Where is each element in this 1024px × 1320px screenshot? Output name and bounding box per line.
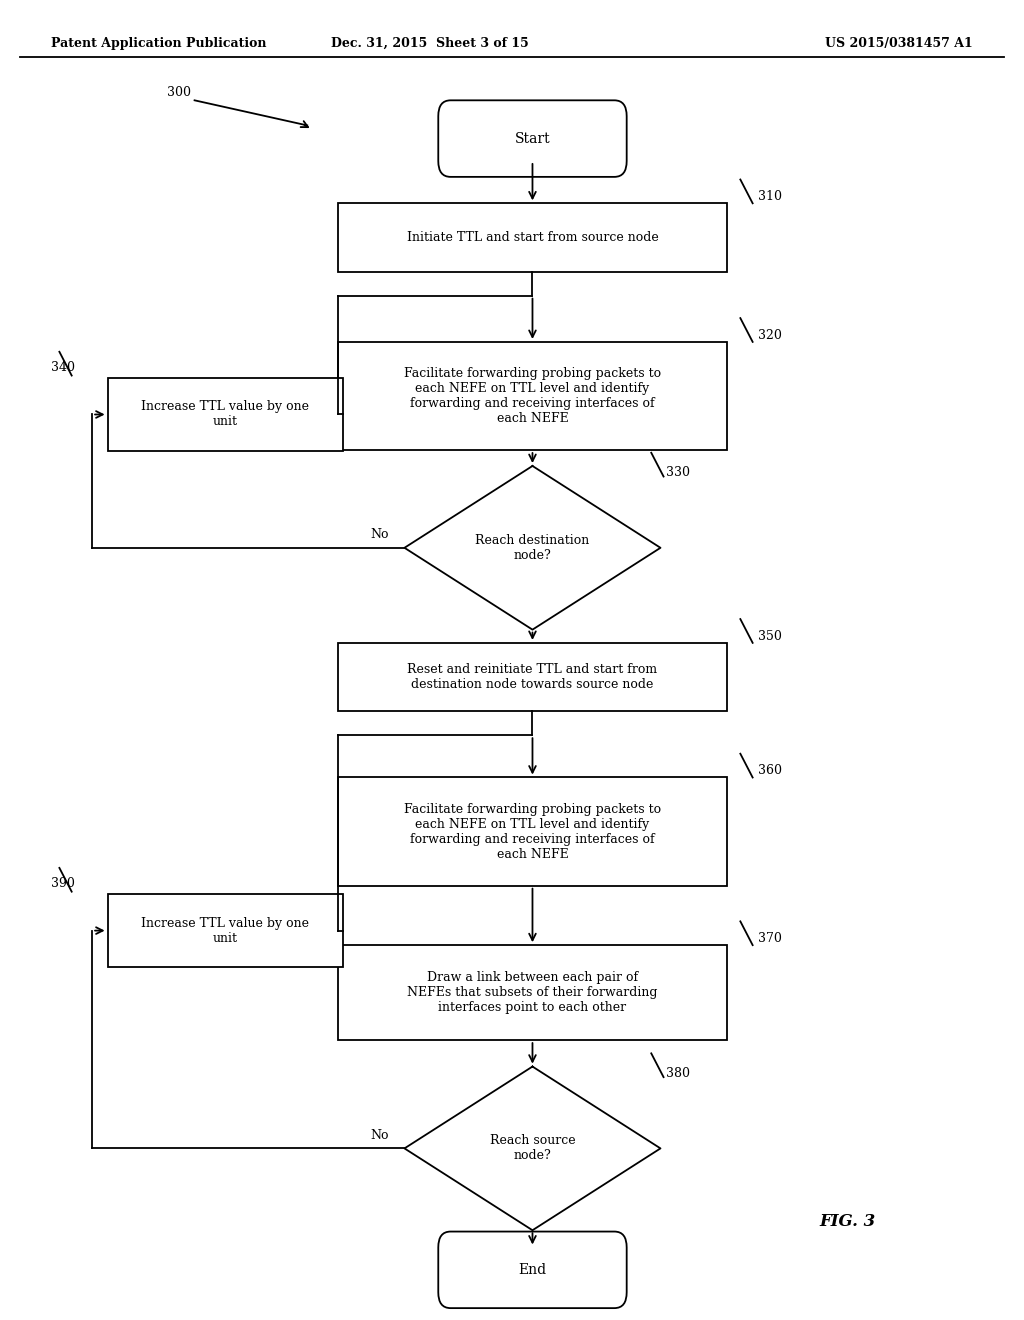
Text: No: No: [371, 1129, 389, 1142]
Text: 360: 360: [758, 764, 781, 777]
Text: 380: 380: [666, 1067, 689, 1080]
Text: Facilitate forwarding probing packets to
each NEFE on TTL level and identify
for: Facilitate forwarding probing packets to…: [403, 367, 662, 425]
Text: Reset and reinitiate TTL and start from
destination node towards source node: Reset and reinitiate TTL and start from …: [408, 663, 657, 692]
Text: Patent Application Publication: Patent Application Publication: [51, 37, 266, 50]
Bar: [108, 378, 343, 450]
Text: 390: 390: [51, 878, 75, 890]
Text: 310: 310: [758, 190, 781, 203]
Text: 350: 350: [758, 630, 781, 643]
Text: Dec. 31, 2015  Sheet 3 of 15: Dec. 31, 2015 Sheet 3 of 15: [331, 37, 529, 50]
FancyBboxPatch shape: [438, 100, 627, 177]
Bar: [338, 777, 727, 886]
FancyBboxPatch shape: [438, 1232, 627, 1308]
Text: Reach destination
node?: Reach destination node?: [475, 533, 590, 562]
Text: No: No: [371, 528, 389, 541]
Text: Yes: Yes: [548, 649, 568, 663]
Text: Reach source
node?: Reach source node?: [489, 1134, 575, 1163]
Text: Increase TTL value by one
unit: Increase TTL value by one unit: [141, 916, 309, 945]
Bar: [338, 945, 727, 1040]
Text: Increase TTL value by one
unit: Increase TTL value by one unit: [141, 400, 309, 429]
Text: Initiate TTL and start from source node: Initiate TTL and start from source node: [407, 231, 658, 244]
Text: Facilitate forwarding probing packets to
each NEFE on TTL level and identify
for: Facilitate forwarding probing packets to…: [403, 803, 662, 861]
Text: 330: 330: [666, 466, 689, 479]
Bar: [108, 895, 343, 966]
Text: 300: 300: [167, 86, 191, 99]
Bar: [338, 643, 727, 711]
Text: 370: 370: [758, 932, 781, 945]
Text: Yes: Yes: [548, 1250, 568, 1263]
Text: US 2015/0381457 A1: US 2015/0381457 A1: [825, 37, 973, 50]
Text: Start: Start: [515, 132, 550, 145]
Text: FIG. 3: FIG. 3: [819, 1213, 876, 1229]
Text: 340: 340: [51, 362, 75, 374]
Text: End: End: [518, 1263, 547, 1276]
Text: 320: 320: [758, 329, 781, 342]
Bar: [338, 342, 727, 450]
Bar: [338, 203, 727, 272]
Text: Draw a link between each pair of
NEFEs that subsets of their forwarding
interfac: Draw a link between each pair of NEFEs t…: [408, 972, 657, 1014]
